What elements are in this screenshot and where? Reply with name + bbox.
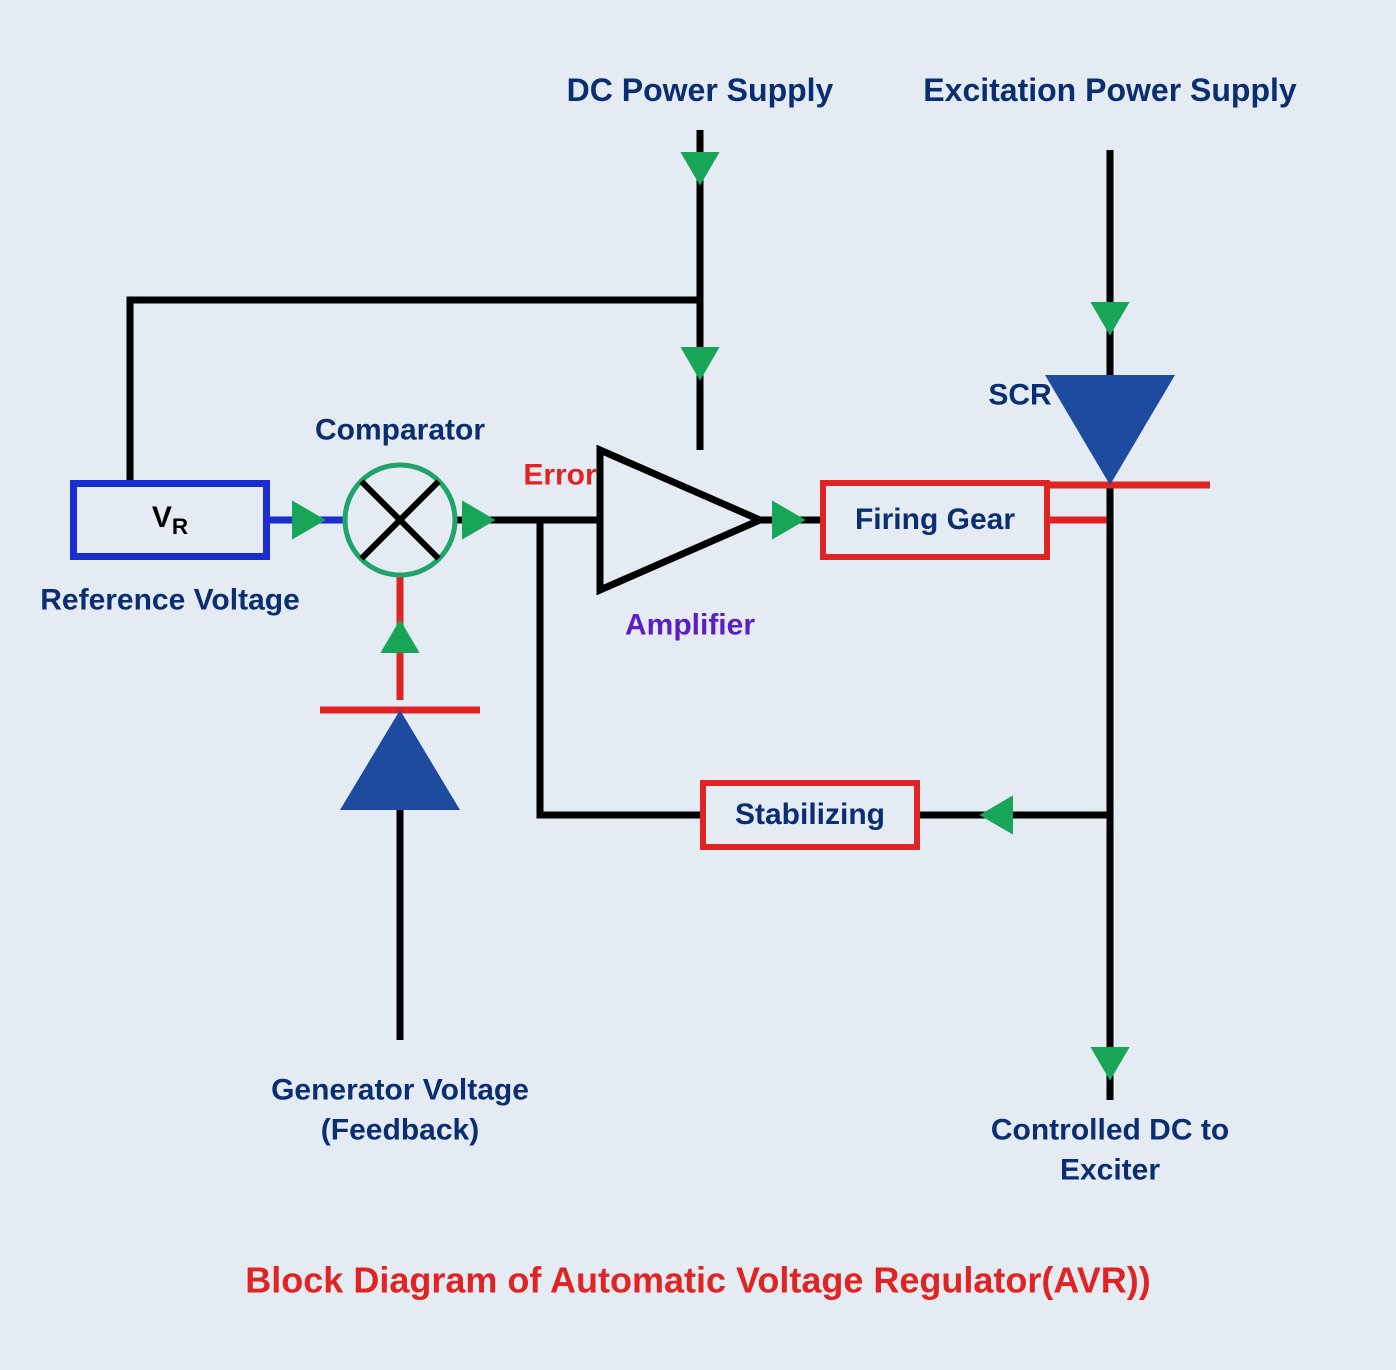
amplifier-triangle-icon <box>600 450 760 590</box>
stabilizing-box: Stabilizing <box>700 780 920 850</box>
scr-label: SCR <box>988 376 1051 414</box>
reference-voltage-box: VR <box>70 480 270 560</box>
vr-main: V <box>152 501 172 534</box>
dc-power-supply-label: DC Power Supply <box>567 70 834 110</box>
arrowhead-icon <box>380 619 419 653</box>
svg-layer <box>0 0 1396 1370</box>
arrowhead-icon <box>462 500 496 539</box>
arrowhead-icon <box>680 347 719 381</box>
scr-diode-triangle-icon <box>1045 375 1175 485</box>
comparator-label: Comparator <box>315 411 485 449</box>
vr-sub: R <box>172 514 188 539</box>
arrowhead-icon <box>772 500 806 539</box>
arrowhead-icon <box>292 500 326 539</box>
controlled-dc-label-1: Controlled DC to <box>991 1111 1229 1149</box>
diagram-canvas: VR Firing Gear Stabilizing DC Power Supp… <box>0 0 1396 1370</box>
arrowhead-icon <box>1090 1047 1129 1081</box>
diagram-caption: Block Diagram of Automatic Voltage Regul… <box>245 1258 1150 1303</box>
arrowhead-icon <box>680 152 719 186</box>
arrowhead-icon <box>979 795 1013 834</box>
firing-gear-box: Firing Gear <box>820 480 1050 560</box>
arrowhead-icon <box>1090 302 1129 336</box>
wire-firing_to_scr <box>1050 485 1110 520</box>
feedback-diode-triangle-icon <box>340 710 460 810</box>
generator-voltage-label-1: Generator Voltage <box>271 1071 529 1109</box>
generator-voltage-label-2: (Feedback) <box>321 1111 479 1149</box>
controlled-dc-label-2: Exciter <box>1060 1151 1160 1189</box>
error-label: Error <box>523 456 596 494</box>
vr-label: VR <box>152 501 188 540</box>
firing-gear-label: Firing Gear <box>855 503 1015 537</box>
excitation-power-supply-label: Excitation Power Supply <box>923 70 1296 110</box>
stabilizing-label: Stabilizing <box>735 798 885 832</box>
reference-voltage-label: Reference Voltage <box>40 581 300 619</box>
amplifier-label: Amplifier <box>625 606 755 644</box>
